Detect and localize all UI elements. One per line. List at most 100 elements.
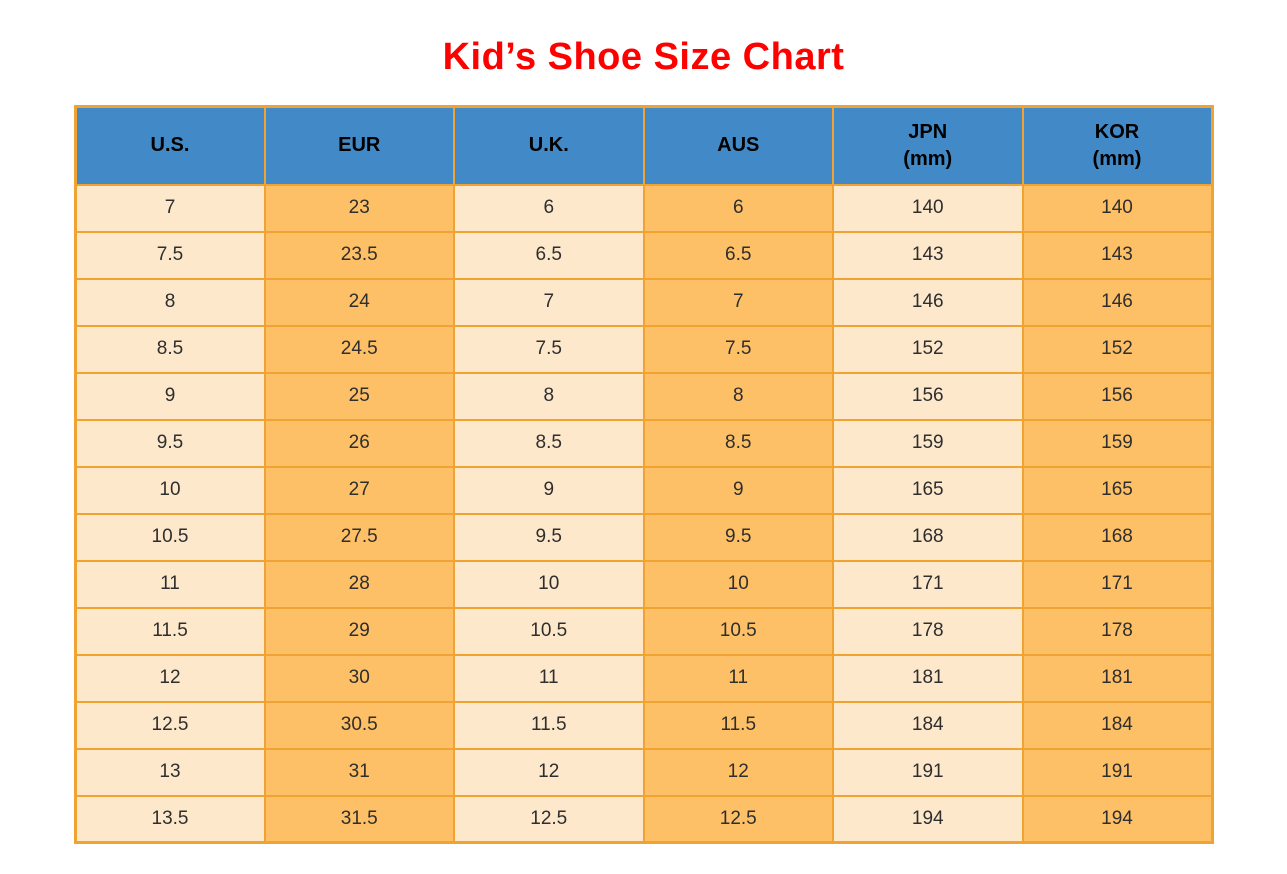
column-header-label: JPN (908, 120, 948, 143)
table-cell-us: 8.5 (74, 324, 266, 374)
table-cell-kor: 152 (1021, 324, 1213, 374)
table-cell-aus: 10.5 (642, 606, 834, 656)
table-cell-us: 12.5 (74, 700, 266, 750)
table-cell-us: 13.5 (74, 794, 266, 844)
table-cell-jpn: 194 (832, 794, 1024, 844)
column-header-label: KOR (1094, 120, 1140, 143)
table-cell-kor: 178 (1021, 606, 1213, 656)
table-cell-uk: 9 (453, 465, 645, 515)
table-cell-aus: 6 (642, 183, 834, 233)
table-header-row: U.S. EUR U.K. AUS JPN (mm) KOR (mm) (74, 105, 1213, 186)
column-header-sublabel: (mm) (1092, 147, 1142, 170)
table-cell-jpn: 143 (832, 230, 1024, 280)
table-cell-kor: 171 (1021, 559, 1213, 609)
table-cell-us: 7.5 (74, 230, 266, 280)
table-cell-eur: 27 (263, 465, 455, 515)
table-cell-uk: 7.5 (453, 324, 645, 374)
table-cell-eur: 29 (263, 606, 455, 656)
column-header-label: EUR (338, 134, 381, 157)
table-cell-us: 8 (74, 277, 266, 327)
table-cell-eur: 26 (263, 418, 455, 468)
table-cell-kor: 181 (1021, 653, 1213, 703)
column-header-aus: AUS (642, 105, 834, 186)
table-cell-aus: 11 (642, 653, 834, 703)
table-cell-kor: 191 (1021, 747, 1213, 797)
table-cell-jpn: 159 (832, 418, 1024, 468)
table-cell-aus: 7.5 (642, 324, 834, 374)
table-cell-jpn: 184 (832, 700, 1024, 750)
table-cell-uk: 12 (453, 747, 645, 797)
table-row: 10 27 9 9 165 165 (74, 465, 1213, 515)
table-row: 7 23 6 6 140 140 (74, 183, 1213, 233)
page-title: Kid’s Shoe Size Chart (442, 36, 845, 78)
table-row: 12 30 11 11 181 181 (74, 653, 1213, 703)
table-row: 11.5 29 10.5 10.5 178 178 (74, 606, 1213, 656)
table-cell-aus: 8 (642, 371, 834, 421)
table-header: U.S. EUR U.K. AUS JPN (mm) KOR (mm) (74, 105, 1213, 186)
table-cell-eur: 27.5 (263, 512, 455, 562)
table-cell-us: 7 (74, 183, 266, 233)
table-cell-eur: 28 (263, 559, 455, 609)
table-cell-jpn: 156 (832, 371, 1024, 421)
table-cell-eur: 30 (263, 653, 455, 703)
table-row: 8 24 7 7 146 146 (74, 277, 1213, 327)
table-cell-uk: 8.5 (453, 418, 645, 468)
table-cell-uk: 11 (453, 653, 645, 703)
column-header-kor: KOR (mm) (1021, 105, 1213, 186)
table-cell-uk: 7 (453, 277, 645, 327)
table-cell-kor: 140 (1021, 183, 1213, 233)
table-cell-jpn: 146 (832, 277, 1024, 327)
table-cell-aus: 8.5 (642, 418, 834, 468)
table-cell-jpn: 191 (832, 747, 1024, 797)
table-cell-eur: 31 (263, 747, 455, 797)
table-cell-eur: 31.5 (263, 794, 455, 844)
table-cell-aus: 9.5 (642, 512, 834, 562)
column-header-jpn: JPN (mm) (832, 105, 1024, 186)
column-header-sublabel: (mm) (903, 147, 953, 170)
table-cell-eur: 23.5 (263, 230, 455, 280)
table-cell-kor: 165 (1021, 465, 1213, 515)
table-cell-aus: 9 (642, 465, 834, 515)
table-cell-uk: 10 (453, 559, 645, 609)
table-cell-uk: 10.5 (453, 606, 645, 656)
table-cell-aus: 7 (642, 277, 834, 327)
table-cell-jpn: 171 (832, 559, 1024, 609)
table-row: 9.5 26 8.5 8.5 159 159 (74, 418, 1213, 468)
table-row: 11 28 10 10 171 171 (74, 559, 1213, 609)
shoe-size-table: U.S. EUR U.K. AUS JPN (mm) KOR (mm) 7 23 6 6 140 140… (73, 105, 1214, 844)
table-cell-aus: 12 (642, 747, 834, 797)
table-cell-uk: 12.5 (453, 794, 645, 844)
table-cell-us: 12 (74, 653, 266, 703)
table-cell-us: 11.5 (74, 606, 266, 656)
table-cell-uk: 11.5 (453, 700, 645, 750)
table-cell-eur: 24.5 (263, 324, 455, 374)
table-cell-kor: 159 (1021, 418, 1213, 468)
table-cell-kor: 143 (1021, 230, 1213, 280)
table-cell-eur: 30.5 (263, 700, 455, 750)
table-cell-jpn: 168 (832, 512, 1024, 562)
table-cell-eur: 24 (263, 277, 455, 327)
table-row: 12.5 30.5 11.5 11.5 184 184 (74, 700, 1213, 750)
table-cell-us: 11 (74, 559, 266, 609)
column-header-label: AUS (717, 134, 760, 157)
table-row: 13.5 31.5 12.5 12.5 194 194 (74, 794, 1213, 844)
column-header-label: U.S. (150, 134, 190, 157)
table-cell-kor: 146 (1021, 277, 1213, 327)
table-cell-us: 10 (74, 465, 266, 515)
column-header-us: U.S. (74, 105, 266, 186)
table-cell-aus: 12.5 (642, 794, 834, 844)
table-cell-jpn: 181 (832, 653, 1024, 703)
table-cell-kor: 156 (1021, 371, 1213, 421)
table-cell-jpn: 140 (832, 183, 1024, 233)
table-cell-jpn: 165 (832, 465, 1024, 515)
table-cell-uk: 6.5 (453, 230, 645, 280)
table-row: 8.5 24.5 7.5 7.5 152 152 (74, 324, 1213, 374)
table-cell-uk: 6 (453, 183, 645, 233)
column-header-label: U.K. (528, 134, 569, 157)
table-cell-aus: 10 (642, 559, 834, 609)
table-cell-eur: 25 (263, 371, 455, 421)
table-row: 13 31 12 12 191 191 (74, 747, 1213, 797)
table-cell-us: 13 (74, 747, 266, 797)
table-cell-us: 9.5 (74, 418, 266, 468)
